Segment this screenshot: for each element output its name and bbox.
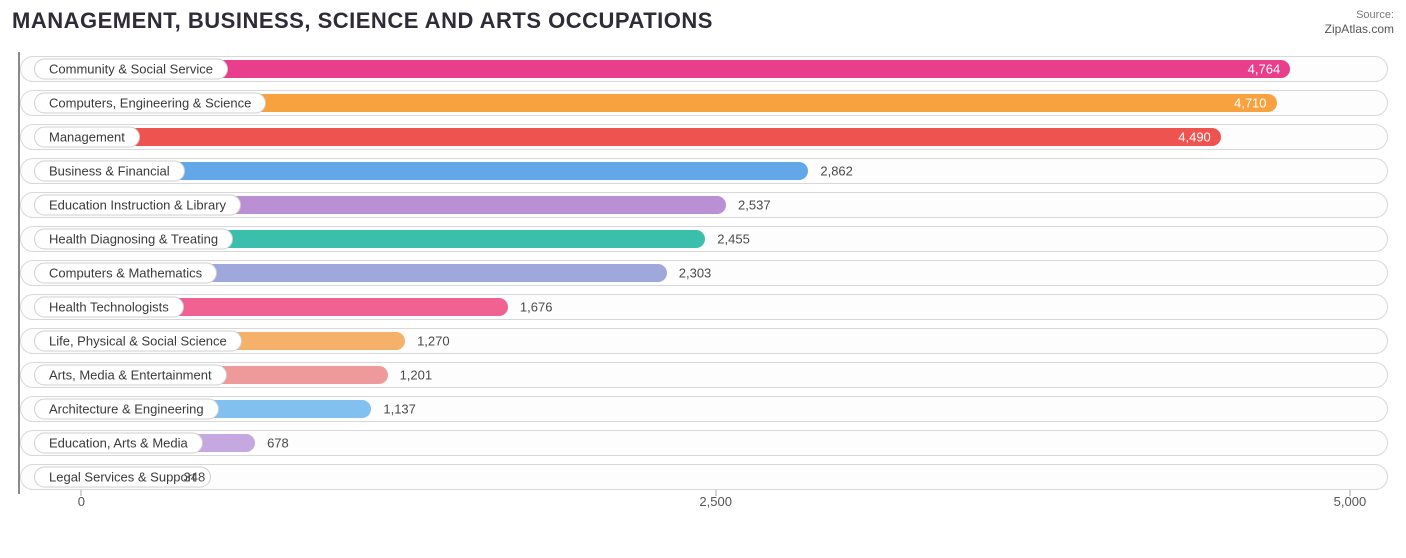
- bar-label-pill: Education, Arts & Media: [34, 432, 203, 453]
- bar-label-pill: Business & Financial: [34, 160, 185, 181]
- bar-label-pill: Health Diagnosing & Treating: [34, 228, 233, 249]
- bar-value-label: 4,764: [1248, 61, 1281, 76]
- bar-label-pill: Education Instruction & Library: [34, 194, 241, 215]
- bar-value-label: 1,201: [400, 367, 433, 382]
- bar-row: Business & Financial 2,862: [20, 154, 1388, 188]
- bar-fill: [83, 162, 808, 180]
- bar-value-label: 2,862: [820, 163, 853, 178]
- bar-row: Computers & Mathematics 2,303: [20, 256, 1388, 290]
- axis-tick-label: 2,500: [699, 494, 732, 509]
- bar-row: Legal Services & Support348: [20, 460, 1388, 494]
- bar-label-pill: Computers & Mathematics: [34, 262, 217, 283]
- bar-value-label: 2,537: [738, 197, 771, 212]
- bar-fill: [83, 60, 1290, 78]
- bar-value-label: 1,676: [520, 299, 553, 314]
- bar-label-pill: Arts, Media & Entertainment: [34, 364, 227, 385]
- source-label: Source:: [1325, 8, 1394, 22]
- bar-value-label: 2,455: [717, 231, 750, 246]
- bar-value-label: 2,303: [679, 265, 712, 280]
- bar-row: Health Technologists 1,676: [20, 290, 1388, 324]
- bar-label-pill: Health Technologists: [34, 296, 184, 317]
- plot-area: Community & Social Service 4,764 Computers…: [18, 52, 1388, 494]
- bar-label-pill: Computers, Engineering & Science: [34, 92, 266, 113]
- bar-track: [20, 464, 1388, 490]
- bar-fill: [83, 128, 1220, 146]
- axis-tick-label: 0: [78, 494, 85, 509]
- source-attribution: Source: ZipAtlas.com: [1325, 8, 1394, 38]
- bar-label-pill: Life, Physical & Social Science: [34, 330, 242, 351]
- source-site: ZipAtlas.com: [1325, 22, 1394, 38]
- chart-header: MANAGEMENT, BUSINESS, SCIENCE AND ARTS O…: [12, 8, 1394, 38]
- bar-row: Management 4,490: [20, 120, 1388, 154]
- bar-value-label: 1,270: [417, 333, 450, 348]
- bar-row: Health Diagnosing & Treating 2,455: [20, 222, 1388, 256]
- axis-tick-label: 5,000: [1334, 494, 1367, 509]
- bar-value-label: 4,710: [1234, 95, 1267, 110]
- chart-title: MANAGEMENT, BUSINESS, SCIENCE AND ARTS O…: [12, 8, 713, 34]
- x-axis: 0 2,500 5,000: [18, 494, 1388, 522]
- bar-label-pill: Architecture & Engineering: [34, 398, 219, 419]
- bar-value-label: 348: [183, 469, 205, 484]
- bar-row: Architecture & Engineering 1,137: [20, 392, 1388, 426]
- bar-row: Life, Physical & Social Science 1,270: [20, 324, 1388, 358]
- chart-container: Community & Social Service 4,764 Computers…: [12, 48, 1394, 522]
- bar-label-pill: Management: [34, 126, 140, 147]
- bar-row: Education, Arts & Media 678: [20, 426, 1388, 460]
- bar-value-label: 678: [267, 435, 289, 450]
- bar-row: Community & Social Service 4,764: [20, 52, 1388, 86]
- bar-row: Education Instruction & Library 2,537: [20, 188, 1388, 222]
- bar-row: Computers, Engineering & Science 4,710: [20, 86, 1388, 120]
- bar-label-pill: Community & Social Service: [34, 58, 228, 79]
- bar-row: Arts, Media & Entertainment 1,201: [20, 358, 1388, 392]
- bar-value-label: 4,490: [1178, 129, 1211, 144]
- bar-value-label: 1,137: [383, 401, 416, 416]
